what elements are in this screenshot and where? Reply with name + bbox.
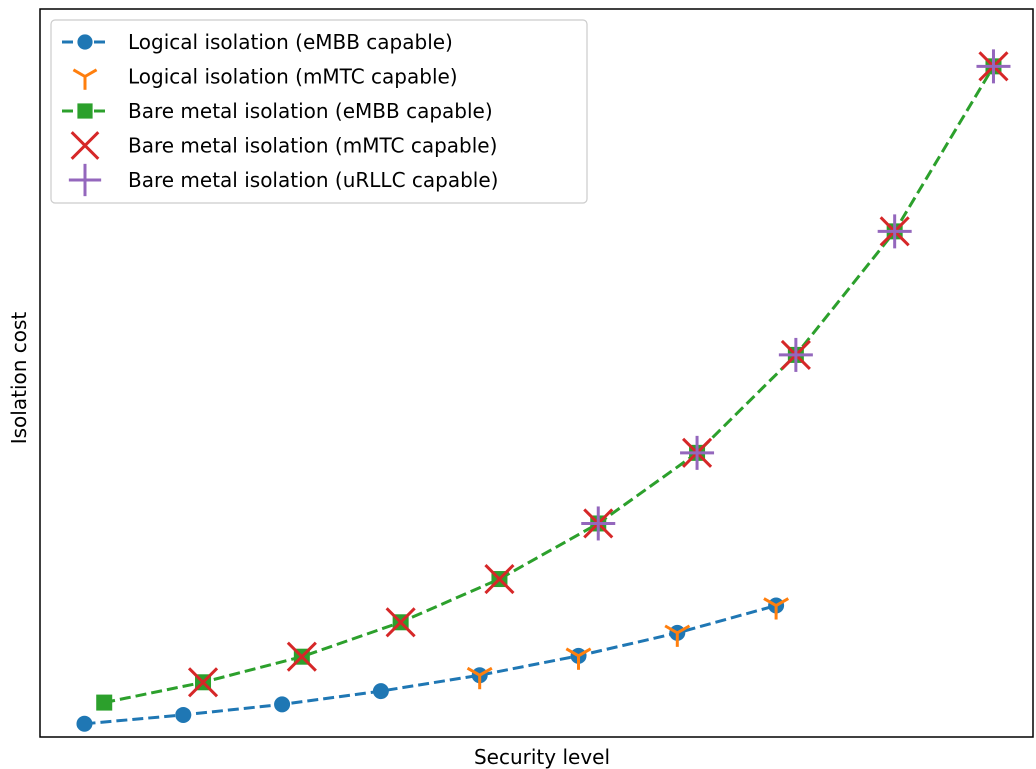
legend: Logical isolation (eMBB capable) Logical … <box>51 20 587 203</box>
y-axis-label: Isolation cost <box>7 312 31 445</box>
data-point-s1-3 <box>274 696 290 712</box>
legend-entry-5: Bare metal isolation (uRLLC capable) <box>69 164 499 196</box>
x-axis-label: Security level <box>474 745 610 769</box>
legend-label: Bare metal isolation (eMBB capable) <box>128 99 493 123</box>
legend-marker <box>77 34 92 49</box>
data-point-s3-1 <box>96 695 112 711</box>
legend-label: Logical isolation (mMTC capable) <box>128 65 458 89</box>
data-point-s1-1 <box>76 716 92 732</box>
legend-marker <box>77 103 92 118</box>
data-point-s1-2 <box>175 707 191 723</box>
data-point-s1-4 <box>373 683 389 699</box>
legend-entry-2: Logical isolation (mMTC capable) <box>73 65 457 90</box>
legend-label: Bare metal isolation (mMTC capable) <box>128 134 497 158</box>
legend-label: Logical isolation (eMBB capable) <box>128 30 453 54</box>
legend-entry-4: Bare metal isolation (mMTC capable) <box>72 132 498 159</box>
legend-label: Bare metal isolation (uRLLC capable) <box>128 168 498 192</box>
